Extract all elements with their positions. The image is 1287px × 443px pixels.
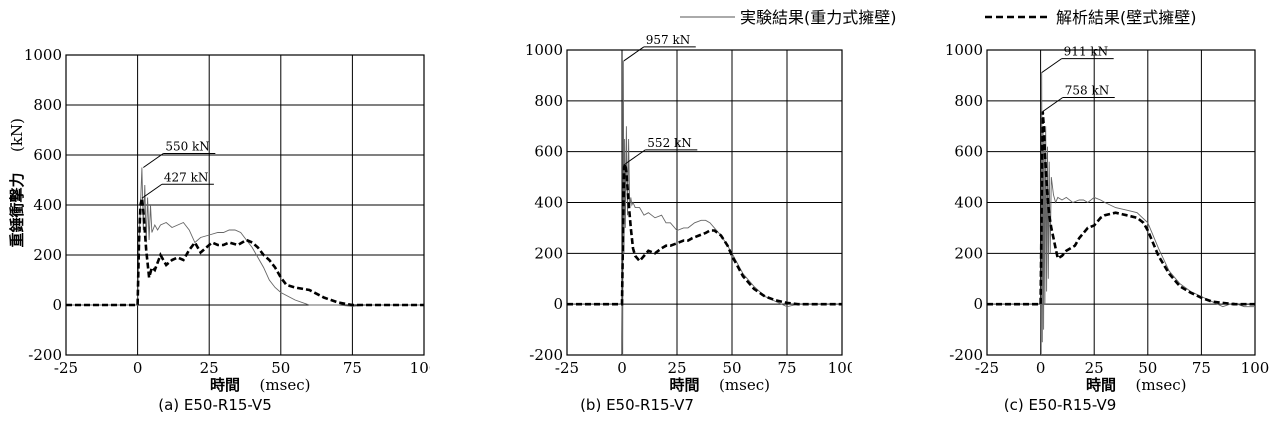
chart-a-series-analytical	[66, 198, 424, 307]
chart-b-xtick-label: 75	[777, 359, 796, 377]
chart-b-xtick-label: 0	[617, 359, 627, 377]
chart-a-ytick-label: 400	[33, 196, 62, 214]
chart-b-frame	[566, 49, 843, 356]
chart-a-plot: -20002004006008001000-250255075100時間(mse…	[8, 46, 438, 394]
chart-b-xlabel: 時間	[669, 376, 699, 394]
chart-c-annotation-label: 911 kN	[1064, 45, 1109, 59]
chart-b-xtick-label: -25	[555, 359, 579, 377]
chart-a-annotation-leader	[143, 153, 164, 168]
chart-a-ytick-label: 1000	[24, 46, 62, 64]
chart-a-ytick-label: 800	[33, 96, 62, 114]
chart-b-ytick-label: 0	[553, 295, 563, 313]
chart-a-ytick-label: 200	[33, 246, 62, 264]
chart-a-ylabel-unit: (kN)	[8, 118, 26, 152]
chart-b-ytick-label: 200	[534, 244, 563, 262]
chart-c-frame	[986, 49, 1256, 356]
chart-c-annotation-leader	[1042, 97, 1064, 112]
chart-c-plot: -200 0 200 400 600 800 1000 -25 0 25 50 75 100 時間 (mse…	[945, 41, 1270, 394]
chart-b-xtick-label: 25	[667, 359, 686, 377]
chart-b-annotation-label: 957 kN	[646, 33, 691, 47]
chart-b-xlabel-unit: (msec)	[719, 376, 770, 394]
chart-c: -200 0 200 400 600 800 1000 -25 0 25 50 75 100 時間 (mse…	[845, 0, 1275, 439]
chart-a-xtick-label: 0	[133, 359, 143, 377]
chart-a-annotation-leader	[141, 183, 163, 199]
chart-b-annotation-leader	[623, 46, 645, 62]
chart-b-grid	[566, 49, 843, 356]
chart-a-ylabel: 重錘衝撃力	[8, 172, 26, 247]
chart-b-series-analytical	[567, 163, 842, 306]
chart-a-annotation-label: 427 kN	[164, 170, 209, 184]
chart-c-xtick-label: 75	[1192, 359, 1211, 377]
chart-b-ytick-label: 600	[534, 143, 563, 161]
chart-a-xtick-label: 75	[343, 359, 362, 377]
chart-b-plot: -200 0 200 400 600 800 1000 -25 0 25 50 75 100 時間 (mse…	[525, 33, 857, 394]
chart-c-ytick-label: 800	[954, 92, 983, 110]
chart-c-ytick-label: 200	[954, 244, 983, 262]
chart-b-ytick-label: 800	[534, 92, 563, 110]
chart-b-annotation-label: 552 kN	[647, 136, 692, 150]
chart-a-grid	[65, 54, 425, 356]
chart-a-caption: (a) E50-R15-V5	[158, 396, 272, 414]
chart-c-caption: (c) E50-R15-V9	[1003, 396, 1117, 414]
chart-a-xlabel: 時間	[210, 376, 240, 394]
chart-a-frame	[65, 54, 425, 356]
chart-c-ytick-label: 1000	[945, 41, 983, 59]
chart-c-annotation-label: 758 kN	[1065, 84, 1110, 98]
chart-c-xlabel: 時間	[1086, 376, 1116, 394]
chart-a-xtick-label: 50	[271, 359, 290, 377]
chart-a-xlabel-unit: (msec)	[260, 376, 311, 394]
chart-a-ytick-label: 600	[33, 146, 62, 164]
chart-a-ytick-label: 0	[52, 296, 62, 314]
legend: 実験結果(重力式擁壁) 解析結果(壁式擁壁)	[680, 8, 1197, 27]
chart-c-xtick-label: 25	[1085, 359, 1104, 377]
chart-b-annotation-leader	[625, 149, 646, 165]
chart-b-ytick-label: -200	[529, 346, 563, 364]
legend-experimental-label: 実験結果(重力式擁壁)	[740, 8, 897, 27]
chart-c-annotation-leader	[1041, 58, 1062, 74]
chart-a-series-experimental	[66, 167, 424, 307]
chart-c-ytick-label: 600	[954, 143, 983, 161]
chart-a-ytick-label: -200	[28, 346, 62, 364]
chart-a-annotation-label: 550 kN	[165, 140, 210, 154]
legend-analytical-label: 解析結果(壁式擁壁)	[1056, 8, 1197, 27]
chart-b-ytick-label: 400	[534, 194, 563, 212]
chart-b: -200 0 200 400 600 800 1000 -25 0 25 50 75 100 時間 (mse…	[422, 0, 857, 439]
chart-b-xtick-label: 100	[828, 359, 852, 377]
chart-c-ytick-label: -200	[949, 346, 983, 364]
chart-a-xtick-label: 25	[200, 359, 219, 377]
chart-c-xtick-label: -25	[975, 359, 999, 377]
chart-c-xlabel-unit: (msec)	[1136, 376, 1187, 394]
chart-c-series-experimental	[987, 72, 1255, 356]
chart-c-ytick-label: 400	[954, 194, 983, 212]
chart-c-grid	[986, 49, 1256, 356]
chart-a: -20002004006008001000-250255075100時間(mse…	[0, 0, 438, 439]
chart-c-ytick-label: 0	[973, 295, 983, 313]
chart-b-caption: (b) E50-R15-V7	[580, 396, 694, 414]
chart-c-xtick-label: 50	[1138, 359, 1157, 377]
chart-b-ytick-label: 1000	[525, 41, 563, 59]
chart-c-xtick-label: 100	[1241, 359, 1270, 377]
chart-c-series-analytical	[987, 111, 1255, 306]
chart-b-series-experimental	[567, 60, 842, 356]
chart-c-xtick-label: 0	[1036, 359, 1046, 377]
chart-a-xtick-label: -25	[54, 359, 78, 377]
chart-b-xtick-label: 50	[722, 359, 741, 377]
